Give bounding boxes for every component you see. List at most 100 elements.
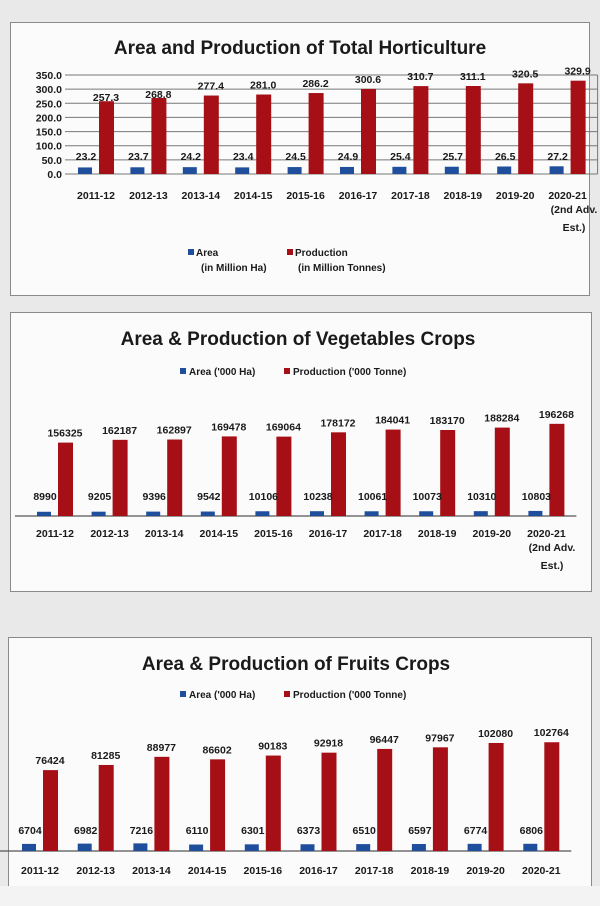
production-data-label: 96447 — [370, 734, 399, 746]
area-data-label: 7216 — [130, 825, 154, 837]
production-bar — [203, 95, 219, 174]
area-bar — [340, 166, 354, 174]
production-data-label: 311.1 — [460, 71, 486, 83]
area-data-label: 24.5 — [285, 151, 306, 163]
chart-title: Area & Production of Vegetables Crops — [121, 329, 476, 350]
x-tick-label: 2016-17 — [299, 865, 338, 877]
production-data-label: 257.3 — [93, 92, 119, 104]
legend-swatch-production — [287, 249, 293, 255]
x-tick-label: 2015-16 — [254, 528, 293, 540]
x-tick-label: 2011-12 — [21, 865, 59, 877]
legend-swatch-area — [180, 691, 186, 697]
area-bar — [392, 166, 407, 174]
area-data-label: 26.5 — [495, 151, 516, 163]
production-bar — [432, 747, 448, 851]
area-data-label: 6806 — [520, 825, 544, 837]
area-data-label: 6110 — [186, 825, 209, 837]
production-bar — [58, 442, 73, 516]
legend-label-area: Area — [196, 248, 219, 259]
area-data-label: 9205 — [88, 491, 112, 503]
legend-label-production: Production ('000 Tonne) — [293, 367, 406, 378]
area-bar — [364, 511, 379, 516]
x-tick-label: 2018-19 — [418, 528, 457, 540]
legend-unit-area: (in Million Ha) — [201, 263, 267, 274]
area-bar — [300, 844, 315, 851]
area-data-label: 23.2 — [76, 151, 97, 163]
x-tick-note-2020-21: (2nd Adv.|Est.) — [550, 204, 598, 234]
area-bar — [467, 843, 482, 851]
area-bar — [411, 844, 426, 851]
area-data-label: 10238 — [303, 491, 332, 503]
production-data-label: 310.7 — [407, 71, 433, 83]
area-data-label: 25.4 — [390, 151, 411, 163]
production-bar — [361, 88, 376, 174]
production-data-label: 162187 — [102, 425, 137, 437]
area-bar — [444, 166, 459, 174]
production-data-label: 76424 — [35, 755, 64, 767]
x-tick-label: 2020-21 — [522, 865, 561, 877]
production-bar — [151, 97, 167, 174]
x-tick-label: 2018-19 — [444, 190, 483, 202]
production-bar — [465, 86, 481, 174]
production-data-label: 329.9 — [564, 66, 590, 78]
production-bar — [518, 83, 534, 174]
production-data-label: 97967 — [425, 732, 454, 744]
production-bar — [331, 432, 346, 516]
production-bar — [385, 429, 401, 516]
production-bar — [112, 439, 128, 516]
x-tick-label: 2019-20 — [466, 865, 505, 877]
x-tick-label: 2013-14 — [182, 190, 221, 202]
production-bar — [440, 429, 456, 516]
production-bar — [98, 764, 114, 851]
production-bar — [154, 756, 170, 851]
x-tick-note-2020-21: (2nd Adv.|Est.) — [528, 542, 576, 572]
area-data-label: 10106 — [249, 491, 278, 503]
production-data-label: 169478 — [211, 421, 246, 433]
page-bottom-edge — [0, 886, 600, 906]
production-data-label: 281.0 — [250, 80, 276, 92]
production-bar — [221, 436, 237, 516]
production-bar — [210, 759, 226, 851]
production-bar — [321, 752, 337, 851]
area-data-label: 10061 — [358, 491, 387, 503]
area-bar — [523, 843, 538, 851]
production-data-label: 169064 — [266, 422, 301, 434]
area-data-label: 24.2 — [181, 151, 202, 163]
legend-swatch-production — [284, 691, 290, 697]
area-bar — [200, 511, 215, 516]
legend-label-production: Production ('000 Tonne) — [293, 690, 406, 701]
y-tick-label: 0.0 — [47, 169, 62, 181]
area-data-label: 10803 — [522, 491, 551, 503]
area-bar — [182, 167, 197, 174]
area-data-label: 6373 — [297, 825, 321, 837]
area-bar — [310, 511, 324, 516]
production-data-label: 183170 — [430, 415, 465, 427]
x-tick-label: 2020-21 — [548, 190, 587, 202]
area-bar — [22, 843, 36, 851]
production-bar — [167, 439, 183, 516]
area-bar — [133, 843, 148, 851]
area-bar — [419, 511, 434, 516]
x-tick-label: 2015-16 — [244, 865, 283, 877]
production-data-label: 81285 — [91, 750, 120, 762]
x-tick-label: 2014-15 — [234, 190, 273, 202]
production-data-label: 268.8 — [145, 89, 171, 101]
area-data-label: 6597 — [408, 825, 432, 837]
y-tick-label: 300.0 — [36, 84, 62, 96]
area-data-label: 6774 — [464, 825, 488, 837]
production-data-label: 188284 — [484, 413, 519, 425]
area-data-label: 6301 — [241, 825, 265, 837]
x-tick-label: 2011-12 — [36, 528, 74, 540]
production-bar — [43, 770, 58, 851]
legend-swatch-area — [188, 249, 194, 255]
area-bar — [356, 844, 371, 851]
production-data-label: 178172 — [320, 417, 355, 429]
production-bar — [276, 436, 292, 516]
chart-title: Area & Production of Fruits Crops — [142, 654, 450, 675]
x-tick-label: 2016-17 — [339, 190, 378, 202]
legend-label-area: Area ('000 Ha) — [189, 367, 255, 378]
x-tick-label: 2013-14 — [132, 865, 171, 877]
x-tick-label: 2012-13 — [129, 190, 168, 202]
x-tick-label: 2014-15 — [188, 865, 227, 877]
